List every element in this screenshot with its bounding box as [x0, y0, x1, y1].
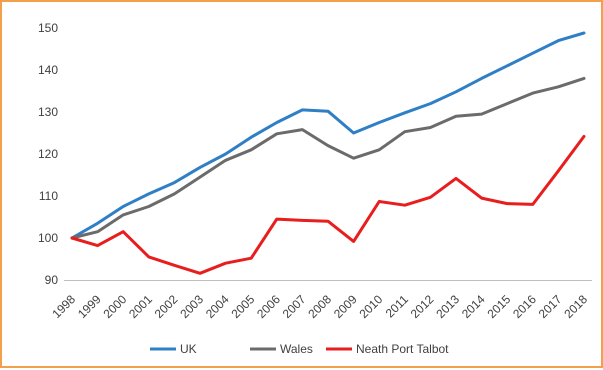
series-line-wales — [70, 76, 586, 240]
x-tick-label: 2004 — [203, 292, 232, 321]
x-tick-label: 2010 — [357, 292, 386, 321]
x-tick-label: 2005 — [229, 292, 258, 321]
x-tick-label: 2007 — [280, 292, 309, 321]
series-line-neath-port-talbot — [70, 134, 586, 275]
x-tick-label: 2017 — [536, 292, 565, 321]
y-tick-label: 90 — [45, 273, 59, 287]
legend-label: UK — [180, 342, 197, 356]
x-tick-label: 2018 — [561, 292, 590, 321]
legend-label: Wales — [280, 342, 313, 356]
y-tick-label: 140 — [38, 63, 58, 77]
series-line-uk — [70, 31, 586, 240]
y-tick-label: 110 — [39, 189, 58, 203]
x-tick-label: 2013 — [433, 292, 462, 321]
x-tick-label: 1998 — [49, 292, 78, 321]
x-tick-label: 2006 — [254, 292, 283, 321]
x-tick-label: 2015 — [485, 292, 514, 321]
x-tick-label: 2012 — [408, 292, 437, 321]
x-tick-label: 2016 — [510, 292, 539, 321]
x-tick-label: 2002 — [152, 292, 181, 321]
x-tick-label: 2014 — [459, 292, 488, 321]
y-tick-label: 130 — [38, 105, 58, 119]
x-tick-label: 2011 — [383, 292, 411, 320]
x-tick-label: 2001 — [126, 292, 155, 321]
x-tick-label: 2000 — [101, 292, 130, 321]
x-tick-label: 1999 — [75, 292, 104, 321]
x-tick-label: 2009 — [331, 292, 360, 321]
y-tick-label: 150 — [38, 21, 58, 35]
legend-label: Neath Port Talbot — [356, 342, 449, 356]
y-tick-label: 100 — [38, 231, 58, 245]
x-tick-label: 2008 — [305, 292, 334, 321]
y-tick-label: 120 — [38, 147, 58, 161]
x-tick-label: 2003 — [177, 292, 206, 321]
